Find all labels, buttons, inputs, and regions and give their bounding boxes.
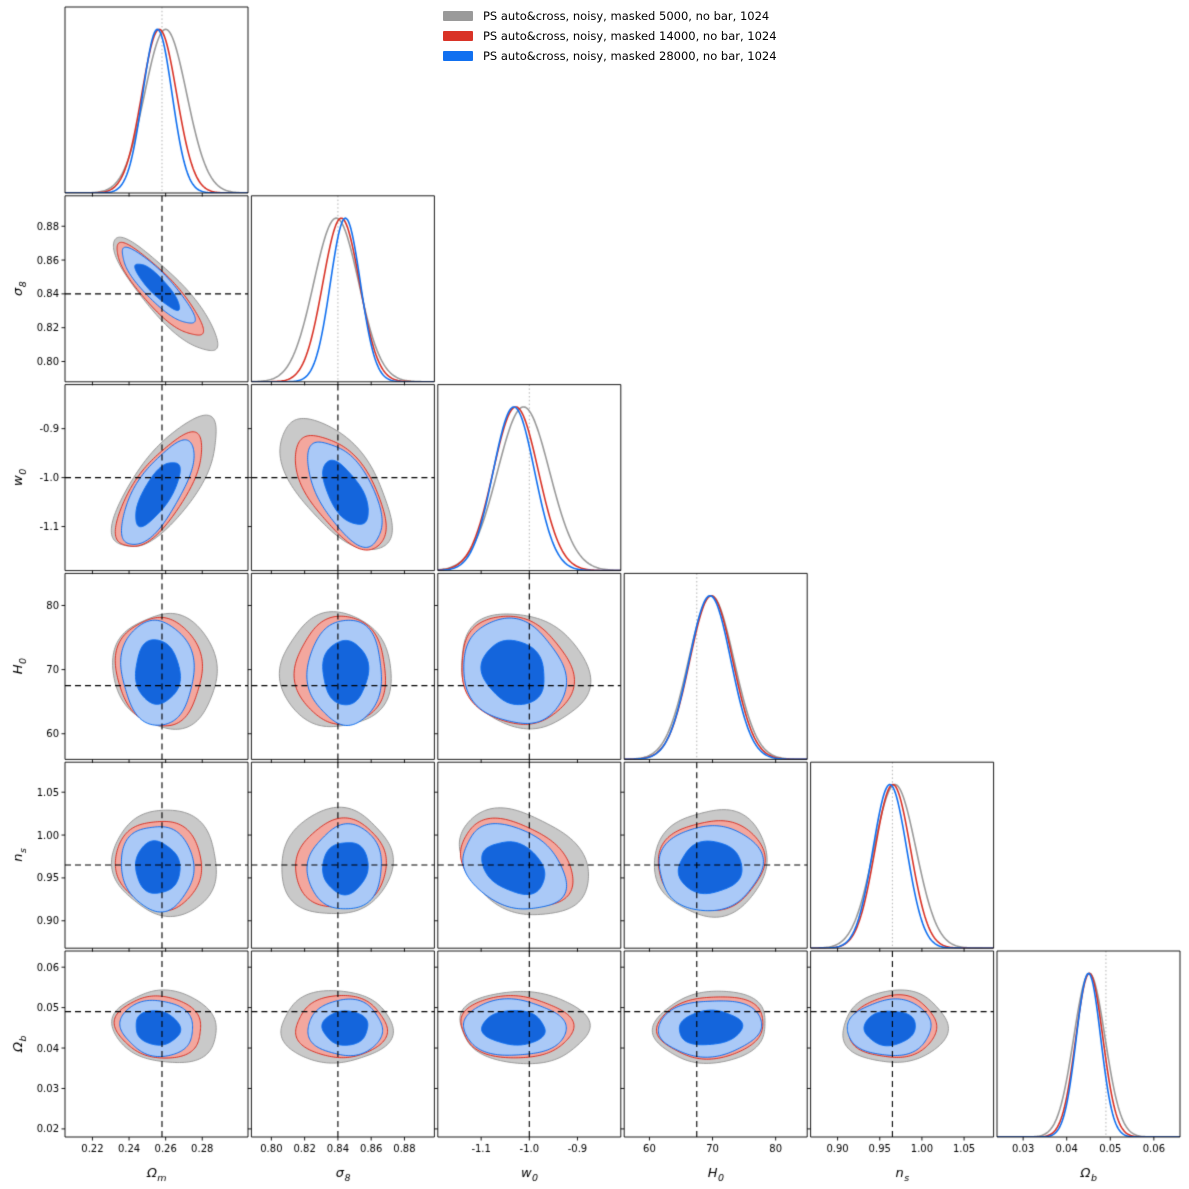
legend-item: PS auto&cross, noisy, masked 28000, no b… bbox=[443, 48, 777, 63]
legend-swatch-gray bbox=[443, 10, 473, 21]
legend-swatch-blue bbox=[443, 50, 473, 61]
legend-item-label: PS auto&cross, noisy, masked 5000, no ba… bbox=[483, 8, 770, 23]
legend-item-label: PS auto&cross, noisy, masked 28000, no b… bbox=[483, 48, 777, 63]
legend-item: PS auto&cross, noisy, masked 5000, no ba… bbox=[443, 8, 777, 23]
legend-swatch-red bbox=[443, 30, 473, 41]
legend-item: PS auto&cross, noisy, masked 14000, no b… bbox=[443, 28, 777, 43]
legend-item-label: PS auto&cross, noisy, masked 14000, no b… bbox=[483, 28, 777, 43]
legend: PS auto&cross, noisy, masked 5000, no ba… bbox=[443, 8, 777, 63]
